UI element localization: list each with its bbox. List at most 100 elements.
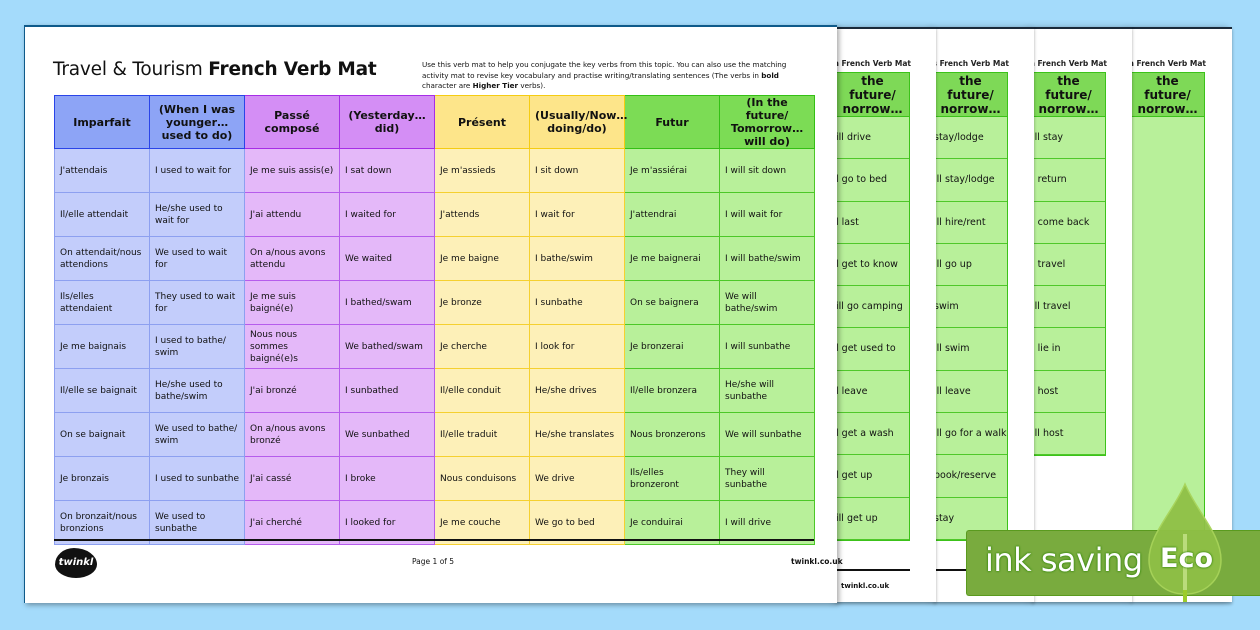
leaf-drop-icon <box>1148 482 1222 602</box>
page-title: Travel & Tourism French Verb Mat <box>53 59 377 80</box>
table-cell: I sunbathed <box>339 368 435 413</box>
table-row: Ils/elles attendaient They used to wait … <box>54 280 815 325</box>
back-page-column: the future/ norrow…will do) ill stay l r… <box>1032 72 1106 457</box>
header-present-meaning: (Usually/Now… doing/do) <box>529 95 627 149</box>
back-page-title: ism French Verb Mat <box>1131 59 1206 68</box>
table-cell: Il/elle attendait <box>54 192 150 237</box>
back-page-cell: l host <box>1032 371 1105 414</box>
back-page-cell: l go to bed <box>836 159 909 202</box>
table-row: Je me baignais I used to bathe/ swim Nou… <box>54 324 815 369</box>
title-regular: Travel & Tourism <box>53 59 209 80</box>
table-cell: I used to sunbathe <box>149 456 245 501</box>
table-cell: Je me baignerai <box>624 236 720 281</box>
table-cell: J'ai attendu <box>244 192 340 237</box>
table-cell: Je bronze <box>434 280 530 325</box>
table-cell: I used to wait for <box>149 148 245 193</box>
table-cell: Je m'assieds <box>434 148 530 193</box>
back-page-cell: l leave <box>836 371 909 414</box>
back-page-cell: swim <box>934 286 1007 329</box>
back-page-title: nds French Verb Mat <box>934 59 1009 68</box>
header-imparfait: Imparfait <box>54 95 150 149</box>
table-cell: On a/nous avons bronzé <box>244 412 340 457</box>
header-futur-meaning: (In the future/ Tomorrow…will do) <box>719 95 815 149</box>
table-cell: J'attends <box>434 192 530 237</box>
table-cell: We used to wait for <box>149 236 245 281</box>
table-cell: I look for <box>529 324 625 369</box>
back-page-cell: ill travel <box>1032 286 1105 329</box>
back-page-title: ism French Verb Mat <box>1032 59 1107 68</box>
twinkl-logo: twinkl <box>55 548 97 578</box>
table-cell: I will drive <box>719 500 815 545</box>
table-cell: We waited <box>339 236 435 281</box>
back-page-title: ism French Verb Mat <box>836 59 911 68</box>
table-row: On bronzait/nous bronzions We used to su… <box>54 500 815 545</box>
table-cell: I bathe/swim <box>529 236 625 281</box>
page-number: Page 1 of 5 <box>412 557 455 566</box>
table-cell: Nous conduisons <box>434 456 530 501</box>
table-cell: We used to bathe/ swim <box>149 412 245 457</box>
eco-label: Eco <box>1160 543 1213 574</box>
back-page-column: the future/ norrow…will do) <box>1131 72 1205 566</box>
table-cell: J'ai cherché <box>244 500 340 545</box>
header-row: Imparfait (When I was younger…used to do… <box>54 95 815 149</box>
table-cell: On se baignera <box>624 280 720 325</box>
table-cell: Je m'assiérai <box>624 148 720 193</box>
back-page-cell: book/reserve <box>934 455 1007 498</box>
back-page-cell: ill host <box>1032 413 1105 456</box>
table-cell: I will bathe/swim <box>719 236 815 281</box>
table-cell: We used to sunbathe <box>149 500 245 545</box>
table-cell: We bathed/swam <box>339 324 435 369</box>
title-bold: French Verb Mat <box>208 59 377 80</box>
table-cell: On bronzait/nous bronzions <box>54 500 150 545</box>
table-cell: On attendait/nous attendions <box>54 236 150 281</box>
table-cell: Je bronzais <box>54 456 150 501</box>
table-cell: I bathed/swam <box>339 280 435 325</box>
back-page-cell: l return <box>1032 159 1105 202</box>
back-page-cell: ill swim <box>934 328 1007 371</box>
header-present: Présent <box>434 95 530 149</box>
footer-divider <box>836 569 910 571</box>
back-page-cell: l get used to <box>836 328 909 371</box>
table-cell: We will sunbathe <box>719 412 815 457</box>
header-passe-compose-meaning: (Yesterday…did) <box>339 95 435 149</box>
back-page-cell: ill drive <box>836 117 909 160</box>
back-page-cell: ill go for a walk <box>934 413 1007 456</box>
table-cell: I sunbathe <box>529 280 625 325</box>
back-page-1: ism French Verb Mat the future/ norrow…w… <box>836 27 936 602</box>
header-futur: Futur <box>624 95 720 149</box>
header-passe-compose: Passé composé <box>244 95 340 149</box>
back-page-cell: ill stay <box>1032 117 1105 160</box>
table-cell: They will sunbathe <box>719 456 815 501</box>
back-page-cell: ill get up <box>836 498 909 540</box>
table-cell: We sunbathed <box>339 412 435 457</box>
back-page-header: the future/ norrow…will do) <box>934 73 1007 117</box>
back-page-cell: ill hire/rent <box>934 202 1007 244</box>
table-cell: I broke <box>339 456 435 501</box>
table-cell: I used to bathe/ swim <box>149 324 245 369</box>
table-cell: Ils/elles attendaient <box>54 280 150 325</box>
table-cell: Je me couche <box>434 500 530 545</box>
table-cell: He/she used to bathe/swim <box>149 368 245 413</box>
table-cell: I sat down <box>339 148 435 193</box>
table-cell: They used to wait for <box>149 280 245 325</box>
table-cell: J'ai bronzé <box>244 368 340 413</box>
back-page-cell: ill leave <box>934 371 1007 414</box>
footer-divider <box>54 539 814 541</box>
header-imparfait-meaning: (When I was younger…used to do) <box>149 95 245 149</box>
table-cell: We drive <box>529 456 625 501</box>
verb-table: Imparfait (When I was younger…used to do… <box>54 95 815 545</box>
back-page-cell: l come back <box>1032 202 1105 244</box>
table-cell: Je me suis baigné(e) <box>244 280 340 325</box>
table-row: Il/elle attendait He/she used to wait fo… <box>54 192 815 237</box>
table-cell: We go to bed <box>529 500 625 545</box>
table-cell: We will bathe/swim <box>719 280 815 325</box>
intro-part: verbs). <box>518 81 546 91</box>
table-cell: Il/elle conduit <box>434 368 530 413</box>
table-cell: He/she translates <box>529 412 625 457</box>
table-cell: He/she drives <box>529 368 625 413</box>
table-cell: I will sit down <box>719 148 815 193</box>
intro-bold: bold <box>761 70 779 80</box>
back-page-header: the future/ norrow…will do) <box>1131 73 1204 117</box>
table-cell: Je me baigne <box>434 236 530 281</box>
table-cell: Nous nous sommes baigné(e)s <box>244 324 340 369</box>
